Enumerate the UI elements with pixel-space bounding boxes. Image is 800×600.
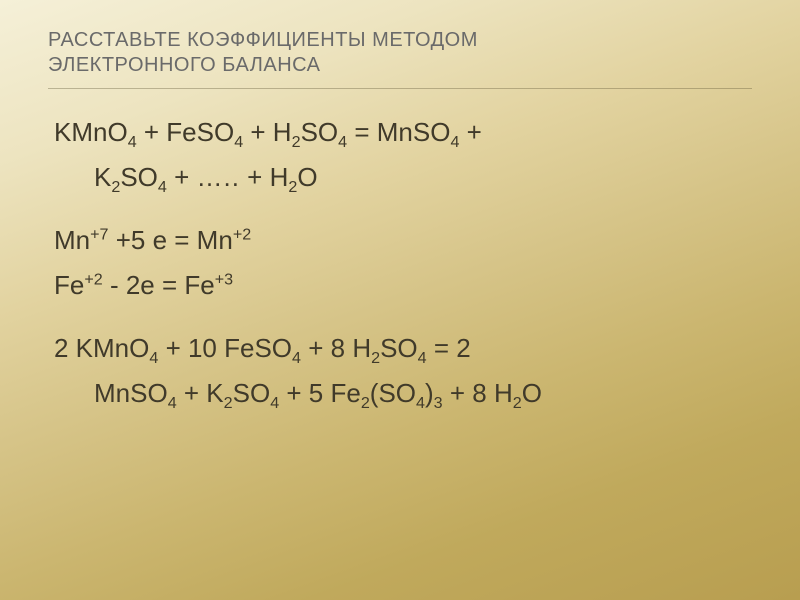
- content-area: KMnO4 + FeSO4 + H2SO4 = MnSO4 + K2SO4 + …: [48, 115, 752, 412]
- title-line-2: ЭЛЕКТРОННОГО БАЛАНСА: [48, 54, 320, 76]
- title-line-1: РАССТАВЬТЕ КОЭФФИЦИЕНТЫ МЕТОДОМ: [48, 29, 478, 51]
- equation-2-line-2: MnSO4 + K2SO4 + 5 Fe2(SO4)3 + 8 H2O: [54, 376, 752, 411]
- half-reaction-fe: Fe+2 - 2e = Fe+3: [54, 268, 752, 303]
- equation-2-line-1: 2 KMnO4 + 10 FeSO4 + 8 H2SO4 = 2: [54, 331, 752, 366]
- half-reaction-mn: Mn+7 +5 e = Mn+2: [54, 223, 752, 258]
- equation-1-line-2: K2SO4 + ….. + H2O: [54, 160, 752, 195]
- slide-title: РАССТАВЬТЕ КОЭФФИЦИЕНТЫ МЕТОДОМ ЭЛЕКТРОН…: [48, 28, 752, 78]
- spacer-2: [54, 313, 752, 331]
- spacer-1: [54, 205, 752, 223]
- title-divider: [48, 88, 752, 89]
- equation-1-line-1: KMnO4 + FeSO4 + H2SO4 = MnSO4 +: [54, 115, 752, 150]
- slide: РАССТАВЬТЕ КОЭФФИЦИЕНТЫ МЕТОДОМ ЭЛЕКТРОН…: [0, 0, 800, 600]
